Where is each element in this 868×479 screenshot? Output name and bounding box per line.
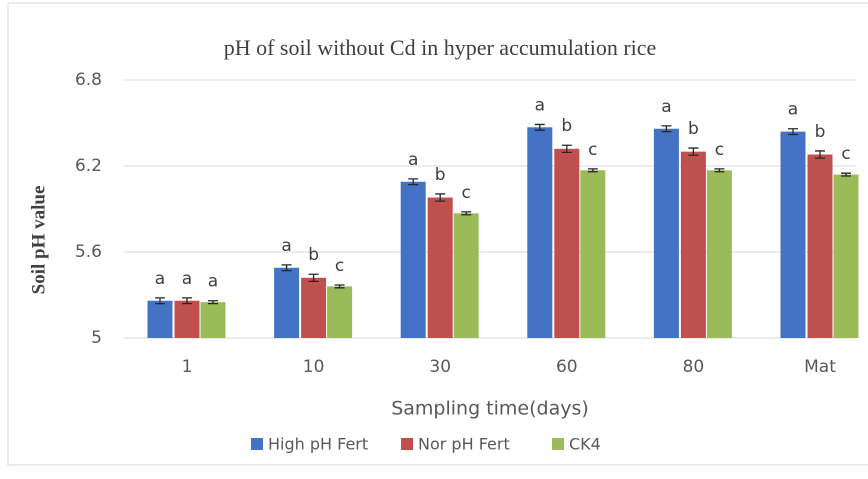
- error-bar: [155, 297, 165, 305]
- error-bar: [714, 168, 725, 173]
- x-tick-label: 80: [683, 357, 705, 377]
- significance-letter: b: [815, 122, 826, 142]
- bar: [147, 300, 173, 338]
- legend-label: High pH Fert: [268, 435, 368, 454]
- bar: [274, 267, 300, 338]
- error-bar: [534, 123, 545, 131]
- error-bar: [208, 300, 218, 305]
- bar: [807, 154, 833, 338]
- chart-title: pH of soil without Cd in hyper accumulat…: [224, 35, 657, 60]
- error-bar: [281, 264, 292, 272]
- error-bar: [408, 178, 419, 186]
- significance-letter: a: [408, 150, 418, 170]
- error-bar: [587, 168, 598, 173]
- significance-letter: c: [841, 144, 850, 164]
- bar: [453, 213, 479, 338]
- x-axis-title: Sampling time(days): [391, 398, 589, 420]
- bar: [400, 181, 426, 338]
- significance-letter: a: [182, 269, 192, 289]
- legend-swatch: [401, 438, 413, 450]
- error-bar: [461, 211, 472, 216]
- error-bar: [788, 128, 798, 136]
- significance-letter: b: [435, 165, 446, 185]
- y-axis-title: Soil pH value: [28, 186, 49, 295]
- error-bar: [435, 193, 446, 202]
- significance-letter: c: [715, 140, 724, 160]
- significance-letter: b: [561, 116, 572, 136]
- x-tick-label: 30: [429, 357, 451, 377]
- legend-swatch: [552, 438, 564, 450]
- bar: [327, 286, 353, 338]
- bar: [527, 127, 553, 338]
- bar: [706, 170, 732, 338]
- bar: [580, 170, 606, 338]
- error-bar: [841, 172, 851, 177]
- bar: [301, 277, 327, 338]
- significance-letter: b: [308, 245, 319, 265]
- error-bar: [688, 147, 699, 156]
- legend-label: CK4: [569, 435, 601, 454]
- bar: [780, 131, 806, 338]
- significance-letter: a: [788, 100, 798, 120]
- significance-letter: c: [462, 183, 471, 203]
- y-tick-label: 6.8: [75, 70, 102, 90]
- significance-letter: a: [281, 236, 291, 256]
- bar: [554, 148, 580, 338]
- significance-letter: a: [661, 97, 671, 117]
- bar: [680, 151, 706, 338]
- error-bar: [308, 273, 319, 283]
- bar: [200, 302, 226, 338]
- error-bar: [815, 150, 825, 159]
- significance-letter: a: [208, 272, 218, 292]
- x-tick-label: Mat: [804, 357, 836, 377]
- bar: [653, 128, 679, 338]
- y-tick-label: 5: [91, 328, 102, 348]
- legend-label: Nor pH Fert: [418, 435, 510, 454]
- error-bar: [661, 125, 672, 133]
- error-bar: [334, 284, 345, 289]
- error-bar: [182, 297, 192, 305]
- bar: [174, 300, 200, 338]
- x-tick-label: 10: [303, 357, 325, 377]
- significance-letter: a: [535, 95, 545, 115]
- bar: [427, 197, 453, 338]
- legend-swatch: [251, 438, 263, 450]
- significance-letter: c: [588, 140, 597, 160]
- chart-border: [7, 2, 868, 466]
- significance-letter: b: [688, 119, 699, 139]
- bar: [833, 174, 859, 338]
- y-tick-label: 6.2: [75, 156, 102, 176]
- significance-letter: c: [335, 256, 344, 276]
- x-tick-label: 1: [182, 357, 193, 377]
- significance-letter: a: [155, 269, 165, 289]
- y-tick-label: 5.6: [75, 242, 102, 262]
- x-tick-label: 60: [556, 357, 578, 377]
- error-bar: [561, 144, 572, 154]
